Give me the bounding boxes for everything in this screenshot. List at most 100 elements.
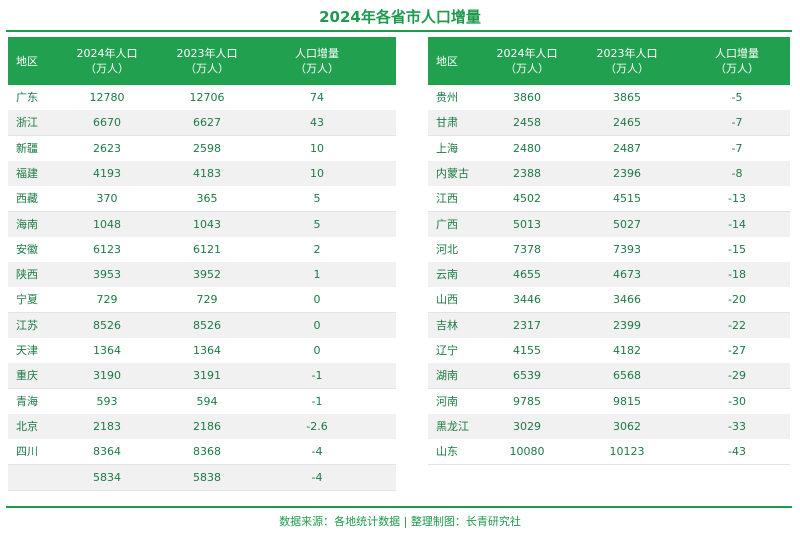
title: 2024年各省市人口增量: [319, 8, 481, 26]
table-row: 黑龙江 3029 3062 -33: [428, 413, 790, 440]
cell: 福建: [16, 166, 38, 180]
cell: 河南: [436, 394, 458, 408]
header-text: 地区: [16, 54, 38, 68]
cell: 2465: [613, 116, 641, 130]
header-text: 2023年人口: [596, 47, 658, 60]
table-row: 江苏 8526 8526 0: [8, 312, 396, 339]
footer: 数据来源：各地统计数据 | 整理制图：长青研究社: [279, 515, 521, 528]
table-row: 河南 9785 9815 -30: [428, 388, 790, 415]
table-row: 浙江 6670 6627 43: [8, 110, 396, 137]
table-row: 辽宁 4155 4182 -27: [428, 338, 790, 364]
cell: 4673: [613, 268, 641, 282]
header-text: （万人）: [715, 62, 759, 75]
cell: 12706: [189, 91, 225, 104]
table-row: 山西 3446 3466 -20: [428, 287, 790, 314]
cell: 5013: [513, 217, 541, 231]
cell: 7378: [513, 242, 541, 256]
cell: 5: [313, 217, 321, 231]
cell: -1: [311, 369, 323, 383]
cell: -4: [311, 470, 323, 484]
header-text: 2023年人口: [176, 47, 238, 60]
cell: 6568: [613, 369, 641, 383]
cell: -5: [731, 91, 743, 104]
table-row: 江西 4502 4515 -13: [428, 186, 790, 213]
cell: 1364: [93, 344, 121, 357]
header-text: （万人）: [505, 62, 549, 75]
cell: 2186: [193, 419, 221, 433]
table-row: 西藏 370 365 5: [8, 186, 396, 213]
cell: 云南: [436, 268, 458, 282]
divider: [6, 506, 792, 508]
cell: 6670: [93, 116, 121, 130]
table-row: 重庆 3190 3191 -1: [8, 363, 396, 390]
cell: 0: [313, 318, 321, 332]
cell: 1048: [93, 217, 121, 231]
cell: 2388: [513, 166, 541, 180]
cell: 9815: [613, 394, 641, 408]
cell: 10080: [509, 445, 545, 459]
cell: 729: [96, 293, 118, 307]
cell: 4155: [513, 344, 541, 357]
cell: 8526: [93, 318, 121, 332]
cell: 内蒙古: [436, 166, 469, 180]
cell: -29: [728, 369, 746, 383]
cell: 5834: [93, 470, 121, 484]
header-cell: 地区: [16, 54, 56, 69]
cell: 4193: [93, 166, 121, 180]
cell: 海南: [16, 217, 38, 231]
cell: 43: [310, 116, 324, 130]
cell: 辽宁: [436, 344, 458, 357]
table-row: 广东 12780 12706 74: [8, 85, 396, 111]
cell: -18: [728, 268, 746, 282]
cell: 3860: [513, 91, 541, 104]
table-row: 宁夏 729 729 0: [8, 287, 396, 314]
cell: 广西: [436, 217, 458, 231]
cell: 1364: [193, 344, 221, 357]
cell: 青海: [16, 394, 38, 408]
table-row: 云南 4655 4673 -18: [428, 262, 790, 289]
cell: 天津: [16, 344, 38, 357]
cell: 4182: [613, 344, 641, 357]
table-row: 海南 1048 1043 5: [8, 211, 396, 238]
cell: 2399: [613, 318, 641, 332]
table-row: 北京 2183 2186 -2.6: [8, 413, 396, 440]
table-row: 新疆 2623 2598 10: [8, 135, 396, 162]
cell: 729: [196, 293, 218, 307]
cell: 1: [313, 268, 321, 282]
cell: 陕西: [16, 268, 38, 282]
cell: 2317: [513, 318, 541, 332]
header-text: （万人）: [295, 62, 339, 75]
header-cell: 人口增量 （万人）: [278, 46, 356, 76]
cell: 四川: [16, 445, 38, 459]
cell: -2.6: [306, 419, 328, 433]
header-cell: 2023年人口 （万人）: [588, 46, 666, 76]
table-row: 河北 7378 7393 -15: [428, 236, 790, 263]
cell: 3466: [613, 293, 641, 307]
cell: 365: [196, 192, 218, 206]
cell: 2396: [613, 166, 641, 180]
cell: 宁夏: [16, 293, 38, 307]
table-row: 山东 10080 10123 -43: [428, 439, 790, 466]
table-row: 甘肃 2458 2465 -7: [428, 110, 790, 137]
cell: 6627: [193, 116, 221, 130]
cell: 3062: [613, 419, 641, 433]
cell: 山东: [436, 445, 458, 459]
cell: 4183: [193, 166, 221, 180]
cell: 1043: [193, 217, 221, 231]
cell: -4: [311, 445, 323, 459]
divider: [6, 30, 792, 32]
table-row: 青海 593 594 -1: [8, 388, 396, 415]
cell: 6121: [193, 242, 221, 256]
cell: -13: [728, 192, 746, 206]
cell: -30: [728, 394, 746, 408]
cell: 5838: [193, 470, 221, 484]
cell: -1: [311, 394, 323, 408]
cell: 新疆: [16, 141, 38, 155]
cell: -43: [728, 445, 746, 459]
cell: 浙江: [16, 116, 38, 130]
cell: 3953: [93, 268, 121, 282]
cell: -14: [728, 217, 746, 231]
cell: 黑龙江: [436, 419, 469, 433]
header-cell: 地区: [436, 54, 486, 69]
cell: 593: [96, 394, 118, 408]
